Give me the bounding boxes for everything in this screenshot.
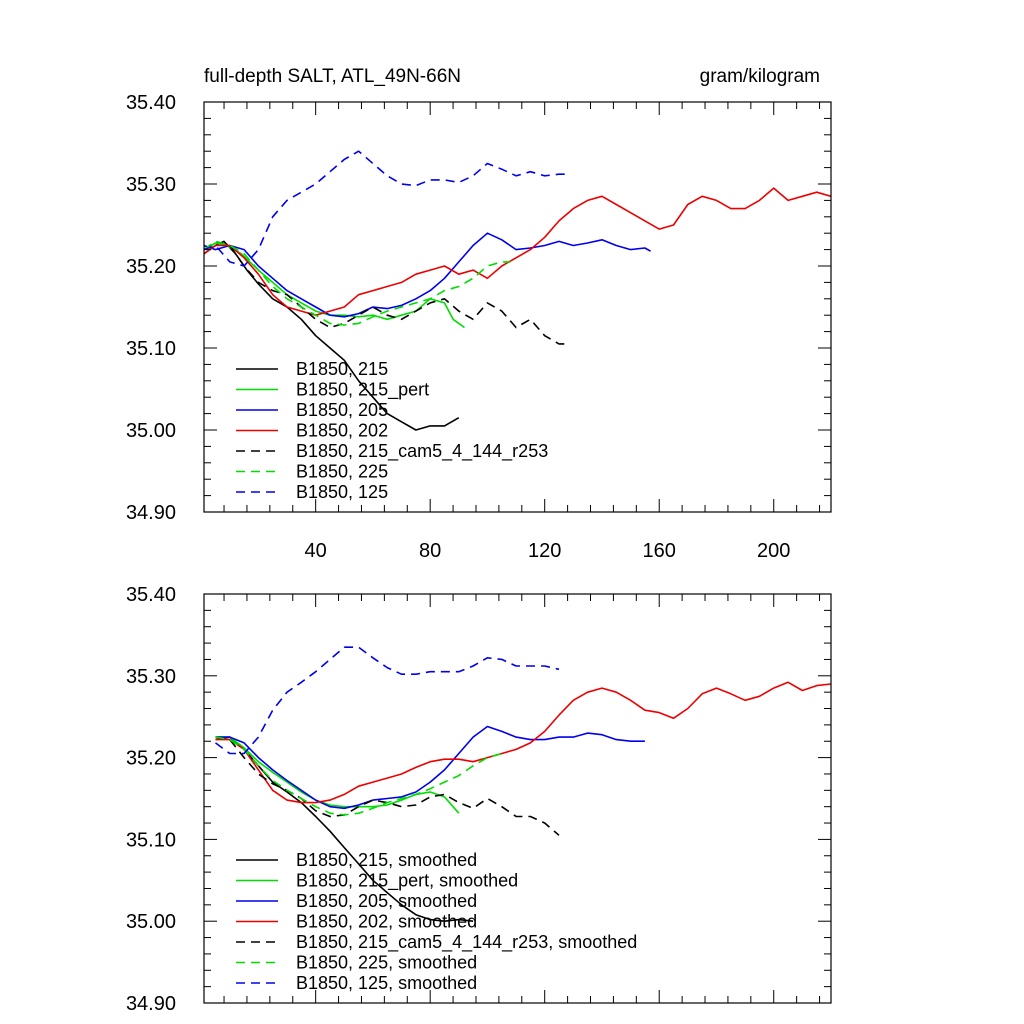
bottom-y-tick-label-3: 35.10 — [126, 829, 176, 851]
top-series-line-1 — [204, 242, 465, 329]
bottom-y-tick-label-2: 35.20 — [126, 748, 176, 770]
bottom-axes: 35.40 35.30 35.20 35.10 35.00 34.90 — [126, 584, 832, 1015]
top-series-line-5 — [204, 240, 511, 326]
top-series-line-2 — [204, 232, 651, 318]
top-y-tick-label-2: 35.20 — [126, 256, 176, 278]
top-x-tick-label-0: 40 — [305, 540, 327, 562]
bottom-series-line-4 — [215, 736, 560, 836]
top-series-line-4 — [204, 240, 565, 345]
bottom-legend-label-3: B1850, 202, smoothed — [296, 912, 477, 932]
top-legend-label-2: B1850, 205 — [296, 400, 388, 420]
top-series-line-0 — [204, 240, 460, 431]
top-axes: 40 80 120 160 200 35.40 35.30 35.20 35.10 35.00 34… — [126, 92, 832, 562]
top-title-left: full-depth SALT, ATL_49N-66N — [204, 66, 461, 87]
bottom-plot-frame — [203, 593, 832, 1004]
bottom-legend-label-2: B1850, 205, smoothed — [296, 891, 477, 911]
bottom-legend-label-5: B1850, 225, smoothed — [296, 953, 477, 973]
top-x-tick-label-2: 120 — [528, 540, 561, 562]
top-y-tick-label-4: 35.00 — [126, 420, 176, 442]
top-x-tick-label-1: 80 — [419, 540, 441, 562]
bottom-series-line-5 — [215, 736, 503, 816]
top-x-tick-label-3: 160 — [643, 540, 676, 562]
top-plot-frame — [203, 101, 832, 513]
bottom-y-tick-label-5: 34.90 — [126, 993, 176, 1015]
bottom-series-line-3 — [215, 681, 831, 804]
bottom-legend-label-6: B1850, 125, smoothed — [296, 973, 477, 993]
top-title-right: gram/kilogram — [700, 66, 820, 87]
top-series-layer — [204, 150, 831, 431]
bottom-series-line-6 — [215, 646, 560, 755]
bottom-y-tick-label-1: 35.30 — [126, 666, 176, 688]
bottom-legend-label-0: B1850, 215, smoothed — [296, 850, 477, 870]
top-y-tick-label-1: 35.30 — [126, 174, 176, 196]
top-legend-label-4: B1850, 215_cam5_4_144_r253 — [296, 441, 548, 462]
bottom-legend-label-1: B1850, 215_pert, smoothed — [296, 871, 518, 892]
top-legend-label-5: B1850, 225 — [296, 462, 388, 482]
top-series-line-3 — [204, 187, 831, 316]
bottom-y-tick-label-0: 35.40 — [126, 584, 176, 606]
top-legend-label-1: B1850, 215_pert — [296, 380, 429, 401]
top-y-tick-label-0: 35.40 — [126, 92, 176, 114]
top-y-tick-label-5: 34.90 — [126, 502, 176, 524]
bottom-series-layer — [215, 646, 831, 922]
top-legend-label-6: B1850, 125 — [296, 482, 388, 502]
bottom-y-tick-label-4: 35.00 — [126, 911, 176, 933]
top-y-tick-label-3: 35.10 — [126, 338, 176, 360]
top-panel: full-depth SALT, ATL_49N-66N gram/kilogr… — [126, 66, 832, 562]
bottom-series-line-2 — [215, 725, 645, 810]
top-legend-label-0: B1850, 215 — [296, 359, 388, 379]
top-legend-label-3: B1850, 202 — [296, 421, 388, 441]
top-series-line-6 — [204, 150, 565, 267]
top-x-tick-label-4: 200 — [757, 540, 790, 562]
bottom-legend-label-4: B1850, 215_cam5_4_144_r253, smoothed — [296, 932, 637, 953]
